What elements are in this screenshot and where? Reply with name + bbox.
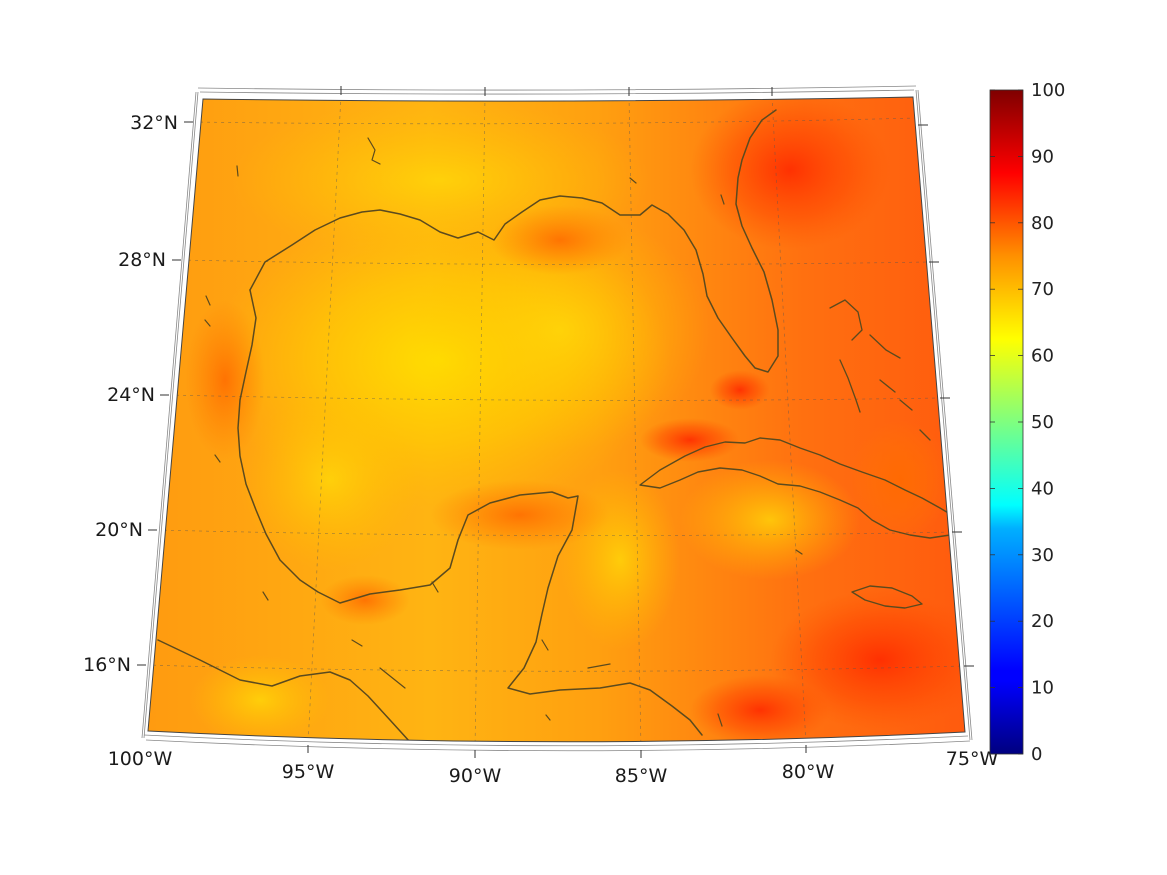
lon-label: 100°W: [108, 748, 173, 770]
colorbar-tick-label: 40: [1031, 478, 1054, 499]
colorbar-tick-label: 0: [1031, 744, 1042, 765]
colorbar-tick-label: 60: [1031, 346, 1054, 367]
lat-label: 28°N: [118, 249, 166, 271]
colorbar-tick-label: 70: [1031, 279, 1054, 300]
colorbar-tick-label: 100: [1031, 80, 1065, 101]
lon-label: 80°W: [782, 761, 835, 783]
colorbar-tick-label: 80: [1031, 213, 1054, 234]
colorbar-tick-label: 50: [1031, 412, 1054, 433]
lon-label: 85°W: [615, 765, 668, 787]
latitude-labels: 32°N 28°N 24°N 20°N 16°N: [83, 112, 178, 676]
lon-label: 90°W: [449, 765, 502, 787]
colorbar-tick-label: 90: [1031, 146, 1054, 167]
data-field: [148, 97, 965, 742]
lon-label: 95°W: [282, 761, 335, 783]
lon-label: 75°W: [946, 748, 999, 770]
coastlines: [157, 109, 961, 742]
lat-label: 32°N: [130, 112, 178, 134]
lat-label: 20°N: [95, 519, 143, 541]
lat-label: 16°N: [83, 654, 131, 676]
graticule: [148, 97, 965, 742]
colorbar-tick-label: 10: [1031, 678, 1054, 699]
longitude-labels: 100°W 95°W 90°W 85°W 80°W 75°W: [108, 748, 999, 787]
colorbar-tick-label: 30: [1031, 545, 1054, 566]
colorbar-tick-label: 20: [1031, 611, 1054, 632]
frame-ticks: [137, 86, 974, 758]
lat-label: 24°N: [107, 384, 155, 406]
